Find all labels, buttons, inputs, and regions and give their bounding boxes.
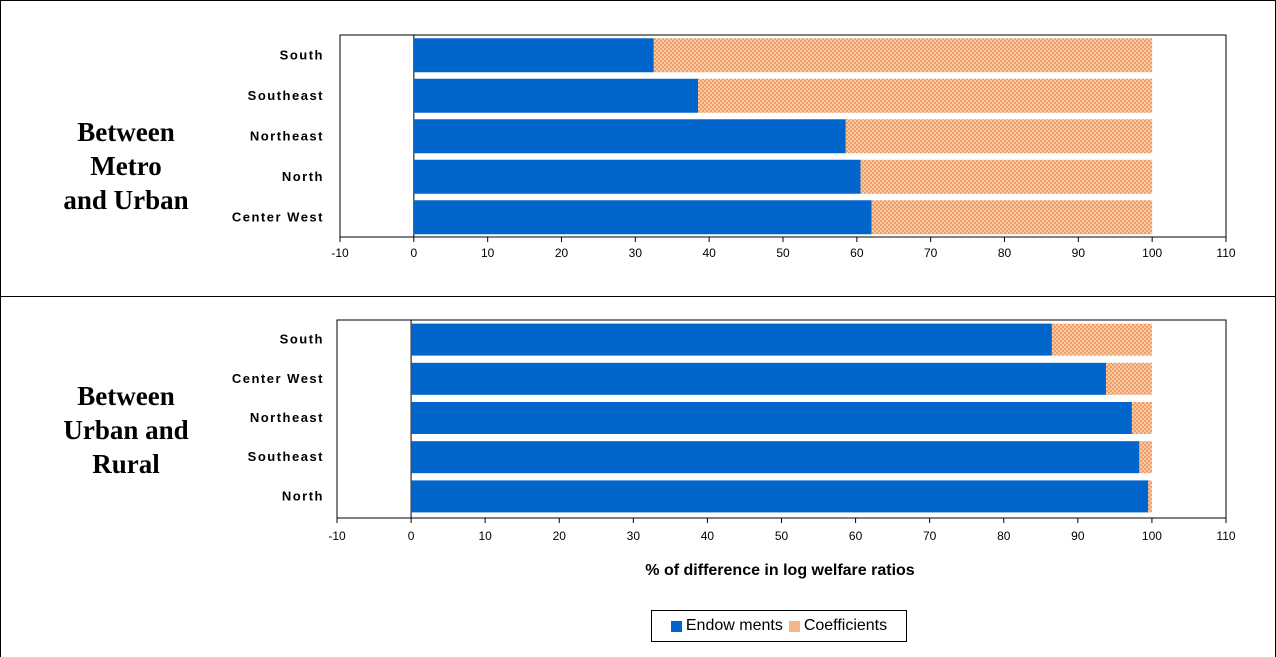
- bar-endowments: [411, 402, 1132, 434]
- bar-endowments: [411, 323, 1052, 356]
- x-tick-label: 70: [923, 529, 937, 543]
- x-tick-label: 30: [629, 246, 643, 260]
- bar-coefficients: [845, 119, 1153, 154]
- x-tick-label: 0: [408, 529, 415, 543]
- bar-coefficients: [698, 78, 1153, 113]
- x-tick-label: 10: [478, 529, 492, 543]
- category-label: Northeast: [250, 410, 324, 425]
- x-tick-label: 20: [553, 529, 567, 543]
- x-tick-label: 80: [998, 246, 1012, 260]
- bar-coefficients: [860, 159, 1153, 194]
- x-tick-label: 60: [849, 529, 863, 543]
- x-tick-label: 10: [481, 246, 495, 260]
- panel-title-line: and Urban: [63, 185, 189, 215]
- bar-endowments: [411, 362, 1106, 395]
- bar-endowments: [413, 119, 846, 154]
- panel-title-line: Between: [77, 117, 175, 147]
- category-label: Southeast: [248, 449, 324, 464]
- bar-coefficients: [1139, 441, 1152, 474]
- legend-item-endowments: Endow ments: [670, 617, 783, 635]
- bar-coefficients: [1131, 402, 1152, 434]
- legend-item-coefficients: Coefficients: [788, 617, 888, 635]
- x-tick-label: 50: [776, 246, 790, 260]
- x-tick-label: 0: [410, 246, 417, 260]
- bar-coefficients: [1148, 480, 1152, 513]
- bar-coefficients: [1105, 362, 1152, 395]
- legend-swatch-endowments: [670, 620, 682, 632]
- x-tick-label: 90: [1072, 246, 1086, 260]
- category-label: South: [280, 332, 324, 347]
- x-tick-label: 70: [924, 246, 938, 260]
- x-axis-title: % of difference in log welfare ratios: [645, 562, 914, 579]
- x-tick-label: 100: [1142, 529, 1162, 543]
- category-label: South: [280, 47, 324, 62]
- bar-coefficients: [871, 200, 1153, 235]
- panel-title-line: Rural: [92, 449, 160, 479]
- x-tick-label: 110: [1216, 246, 1235, 260]
- bar-coefficients: [1051, 323, 1152, 356]
- bar-coefficients: [653, 38, 1153, 73]
- category-label: Center West: [232, 371, 324, 386]
- category-label: North: [282, 488, 324, 503]
- legend-label-coefficients: Coefficients: [803, 617, 888, 634]
- x-tick-label: 80: [997, 529, 1011, 543]
- bar-endowments: [413, 38, 654, 73]
- legend-swatch-coefficients: [788, 620, 800, 632]
- bar-endowments: [413, 200, 872, 235]
- x-tick-label: 90: [1071, 529, 1085, 543]
- panel-title: Between Metro and Urban: [1, 115, 251, 217]
- x-tick-label: 60: [850, 246, 864, 260]
- x-tick-label: 30: [627, 529, 641, 543]
- x-tick-label: -10: [331, 246, 349, 260]
- category-label: Center West: [232, 209, 324, 224]
- bar-endowments: [413, 78, 699, 113]
- panel-title-line: Urban and: [63, 415, 189, 445]
- bar-endowments: [411, 441, 1140, 474]
- x-tick-label: -10: [328, 529, 346, 543]
- x-tick-label: 40: [702, 246, 716, 260]
- bar-endowments: [411, 480, 1149, 513]
- panel-title: Between Urban and Rural: [1, 379, 251, 481]
- panel-title-line: Between: [77, 381, 175, 411]
- category-label: Southeast: [248, 88, 324, 103]
- chart-legend: Endow ments Coefficients: [651, 610, 907, 642]
- x-tick-label: 100: [1142, 246, 1162, 260]
- bar-endowments: [413, 159, 861, 194]
- category-label: North: [282, 169, 324, 184]
- x-tick-label: 50: [775, 529, 789, 543]
- panel-title-line: Metro: [90, 151, 162, 181]
- x-tick-label: 110: [1216, 529, 1235, 543]
- x-tick-label: 40: [701, 529, 715, 543]
- legend-label-endowments: Endow ments: [685, 617, 783, 634]
- panel-urban-rural: Between Urban and Rural: [0, 296, 1276, 657]
- x-tick-label: 20: [555, 246, 569, 260]
- category-label: Northeast: [250, 128, 324, 143]
